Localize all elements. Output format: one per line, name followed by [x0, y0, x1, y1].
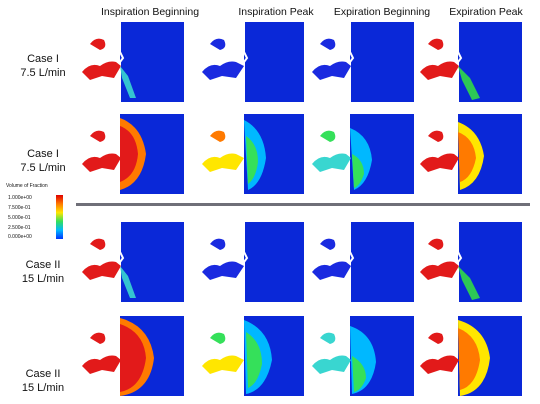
row-4-flow: 15 L/min — [21, 382, 65, 394]
panel-r3-expiration-peak — [418, 222, 522, 302]
panel-r4-inspiration-peak — [200, 316, 304, 396]
panel-r2-expiration-beginning — [310, 114, 414, 194]
row-2-case: Case I — [27, 148, 59, 160]
panel-r1-expiration-peak — [418, 22, 522, 102]
panel-r4-inspiration-beginning — [80, 316, 184, 396]
column-title-expiration-peak: Expiration Peak — [449, 6, 523, 18]
row-3-case: Case II — [25, 259, 61, 271]
panel-r3-inspiration-peak — [200, 222, 304, 302]
row-label-1: Case I 7.5 L/min — [10, 52, 76, 80]
row-label-4: Case II 15 L/min — [10, 367, 76, 395]
panel-r2-inspiration-peak — [200, 114, 304, 194]
panel-r2-inspiration-beginning — [80, 114, 184, 194]
row-1-flow: 7.5 L/min — [20, 67, 66, 79]
legend-tick-1: 1.000e+00 — [8, 195, 32, 201]
legend-tick-2: 7.500e-01 — [8, 205, 31, 211]
legend-tick-4: 2.500e-01 — [8, 225, 31, 231]
row-2-flow: 7.5 L/min — [20, 162, 66, 174]
row-1-case: Case I — [27, 53, 59, 65]
panel-r4-expiration-peak — [418, 316, 522, 396]
row-3-flow: 15 L/min — [21, 273, 65, 285]
panel-r2-expiration-peak — [418, 114, 522, 194]
column-title-expiration-beginning: Expiration Beginning — [333, 6, 431, 18]
row-label-2: Case I 7.5 L/min — [10, 147, 76, 175]
panel-r3-inspiration-beginning — [80, 222, 184, 302]
case-divider — [76, 203, 530, 206]
legend-title: Volume of Fraction — [6, 183, 48, 189]
colorbar-legend: Volume of Fraction 1.000e+00 7.500e-01 5… — [6, 183, 80, 245]
panel-r4-expiration-beginning — [310, 316, 414, 396]
legend-tick-3: 5.000e-01 — [8, 215, 31, 221]
panel-r1-inspiration-beginning — [80, 22, 184, 102]
legend-color-bar — [56, 195, 63, 239]
panel-r1-expiration-beginning — [310, 22, 414, 102]
column-title-inspiration-peak: Inspiration Peak — [238, 6, 314, 18]
column-title-inspiration-beginning: Inspiration Beginning — [100, 6, 200, 18]
panel-r1-inspiration-peak — [200, 22, 304, 102]
legend-tick-5: 0.000e+00 — [8, 234, 32, 240]
panel-r3-expiration-beginning — [310, 222, 414, 302]
row-label-3: Case II 15 L/min — [10, 258, 76, 286]
row-4-case: Case II — [25, 368, 61, 380]
